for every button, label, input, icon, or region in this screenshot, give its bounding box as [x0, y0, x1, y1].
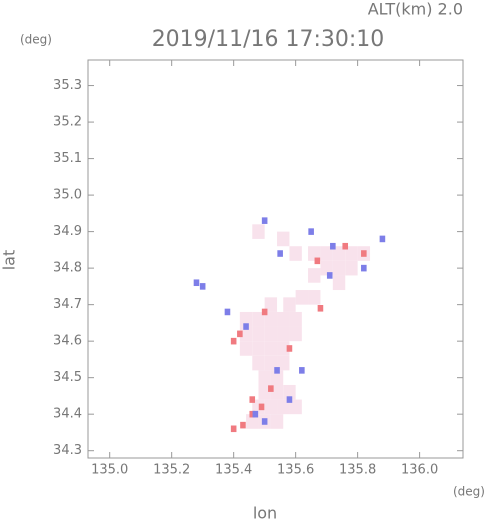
data-point — [308, 290, 321, 305]
data-point — [270, 370, 284, 385]
data-point — [308, 268, 321, 283]
data-point — [258, 370, 271, 385]
data-point — [274, 367, 280, 374]
data-point — [277, 231, 290, 247]
data-point — [261, 308, 268, 316]
data-point — [252, 326, 265, 342]
data-point — [289, 399, 302, 415]
data-point — [361, 250, 367, 257]
data-point — [239, 326, 253, 342]
data-point — [332, 260, 346, 276]
y-tick-label: 34.7 — [53, 297, 82, 312]
data-point — [345, 260, 358, 276]
y-tick-label: 35.1 — [53, 151, 82, 166]
data-point — [264, 355, 278, 371]
data-point — [249, 396, 256, 403]
data-point — [299, 367, 305, 374]
data-point — [270, 414, 284, 429]
data-point — [332, 275, 346, 291]
data-point — [240, 421, 246, 429]
data-point — [230, 337, 237, 345]
data-point — [243, 323, 249, 330]
data-point — [277, 250, 283, 257]
data-point — [264, 311, 278, 327]
data-point — [264, 341, 278, 356]
data-point — [317, 305, 324, 312]
y-unit: (deg) — [20, 33, 52, 47]
data-point — [289, 311, 302, 327]
data-point — [252, 410, 259, 418]
data-point — [342, 242, 349, 250]
data-point — [379, 235, 386, 243]
data-point — [239, 311, 253, 327]
y-label: lat — [0, 250, 19, 271]
data-point — [264, 399, 278, 415]
data-point — [199, 283, 206, 290]
data-point — [277, 341, 290, 356]
data-point — [246, 414, 259, 429]
data-point — [314, 257, 321, 265]
y-tick-label: 34.5 — [53, 370, 82, 385]
data-point — [252, 224, 265, 239]
data-point — [286, 396, 293, 403]
data-point — [345, 246, 358, 261]
data-point — [261, 418, 268, 425]
data-point — [264, 297, 278, 312]
data-point — [264, 326, 278, 342]
y-tick-label: 34.6 — [53, 334, 82, 349]
data-point — [320, 260, 333, 276]
data-point — [239, 341, 253, 356]
data-point — [330, 242, 336, 250]
x-unit: (deg) — [453, 485, 485, 499]
data-point — [193, 279, 200, 287]
data-point — [308, 228, 314, 235]
data-point — [261, 217, 268, 224]
data-point — [252, 355, 265, 371]
data-point — [277, 311, 290, 327]
data-point — [252, 341, 265, 356]
x-tick-label: 135.8 — [339, 463, 376, 478]
y-tick-label: 34.4 — [53, 407, 82, 422]
data-point — [308, 246, 321, 261]
data-point — [326, 272, 333, 279]
x-tick-label: 135.0 — [91, 463, 128, 478]
y-tick-label: 34.8 — [53, 261, 82, 276]
data-point — [270, 384, 284, 400]
data-point — [230, 425, 237, 433]
y-tick-label: 35.3 — [53, 78, 82, 93]
data-point — [332, 246, 346, 261]
subtitle: ALT(km) 2.0 — [368, 0, 463, 19]
x-tick-label: 135.4 — [215, 463, 252, 478]
data-point — [249, 410, 256, 418]
x-tick-label: 135.6 — [277, 463, 314, 478]
data-point — [289, 246, 302, 261]
y-tick-label: 35.0 — [53, 188, 82, 203]
data-point — [295, 290, 309, 305]
data-point — [277, 355, 290, 371]
data-point — [252, 311, 265, 327]
data-point — [283, 297, 296, 312]
data-point — [277, 399, 290, 415]
data-point — [361, 264, 367, 272]
data-point — [283, 384, 296, 400]
data-point — [268, 385, 274, 392]
data-point — [286, 345, 293, 352]
data-point — [237, 330, 243, 338]
plot-frame — [87, 59, 464, 459]
data-point — [320, 246, 333, 261]
y-tick-label: 34.9 — [53, 224, 82, 239]
data-point — [277, 326, 290, 342]
y-tick-label: 34.3 — [53, 443, 82, 458]
data-point — [289, 326, 302, 342]
y-tick-label: 35.2 — [53, 115, 82, 130]
data-point — [258, 384, 271, 400]
x-label: lon — [253, 504, 277, 521]
data-point — [252, 399, 265, 415]
data-point — [258, 403, 265, 411]
chart-title: 2019/11/16 17:30:10 — [152, 27, 385, 52]
data-point — [224, 308, 231, 316]
x-tick-label: 136.0 — [401, 463, 438, 478]
x-tick-label: 135.2 — [153, 463, 190, 478]
